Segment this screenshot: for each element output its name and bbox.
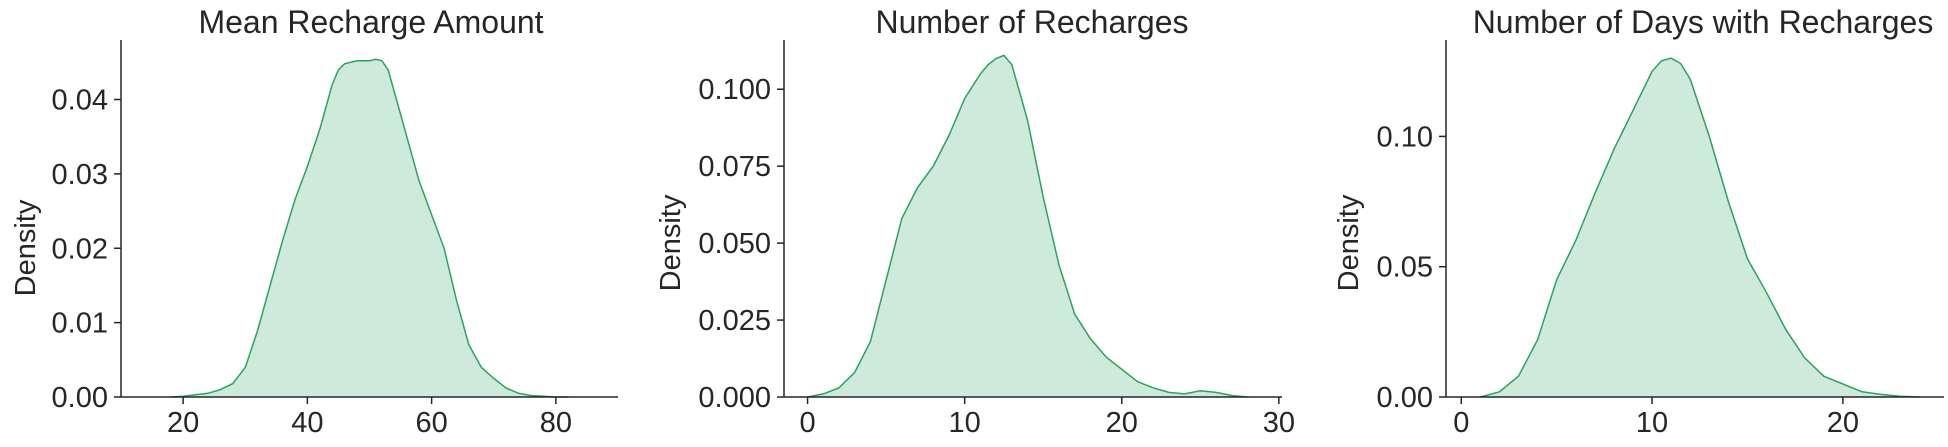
density-area [1480,58,1920,397]
x-tick-label: 60 [415,407,447,439]
y-axis-label: Density [10,199,42,296]
x-tick-label: 30 [1263,407,1295,439]
plot-area: 0 10 20 0.00 0.05 0.10 [1377,40,1944,439]
y-tick-label: 0.075 [698,151,771,183]
y-tick-label: 0.02 [52,233,108,265]
y-tick-label: 0.10 [1377,121,1433,153]
x-tick-label: 10 [949,407,981,439]
density-area [170,59,569,398]
x-tick-label: 40 [291,407,323,439]
y-axis-label: Density [655,194,687,291]
x-tick-label: 10 [1636,407,1668,439]
y-tick-label: 0.00 [1377,382,1433,414]
y-tick-label: 0.025 [698,305,771,337]
panel-title: Number of Recharges [875,4,1188,40]
y-tick-label: 0.01 [52,308,108,340]
y-tick-label: 0.000 [698,382,771,414]
plot-area: 20 40 60 80 0.00 0.01 0.02 0.03 0.04 [52,40,618,439]
density-line [1480,57,1920,398]
y-tick-label: 0.050 [698,228,771,260]
y-tick-label: 0.100 [698,74,771,106]
panel-title: Mean Recharge Amount [198,4,543,40]
x-tick-label: 20 [1106,407,1138,439]
density-line [807,54,1248,398]
plot-area: 0 10 20 30 0.000 0.025 0.050 0.075 0.100 [698,40,1295,439]
panel-number-of-recharges: Number of Recharges Density 0 10 20 30 0.000… [655,4,1295,439]
x-tick-label: 20 [1827,407,1859,439]
panel-title: Number of Days with Recharges [1473,4,1934,40]
y-tick-label: 0.00 [52,382,108,414]
density-line [170,58,569,398]
y-tick-label: 0.05 [1377,252,1433,284]
x-tick-label: 80 [540,407,572,439]
density-area [807,55,1248,398]
x-tick-label: 20 [167,407,199,439]
x-tick-label: 0 [799,407,815,439]
y-axis-label: Density [1333,194,1365,291]
y-tick-label: 0.04 [52,85,108,117]
panel-number-of-days-with-recharges: Number of Days with Recharges Density 0 1… [1333,4,1944,439]
x-tick-label: 0 [1453,407,1469,439]
panel-mean-recharge-amount: Mean Recharge Amount Density 20 40 60 80 0.0… [10,4,618,439]
y-tick-label: 0.03 [52,159,108,191]
